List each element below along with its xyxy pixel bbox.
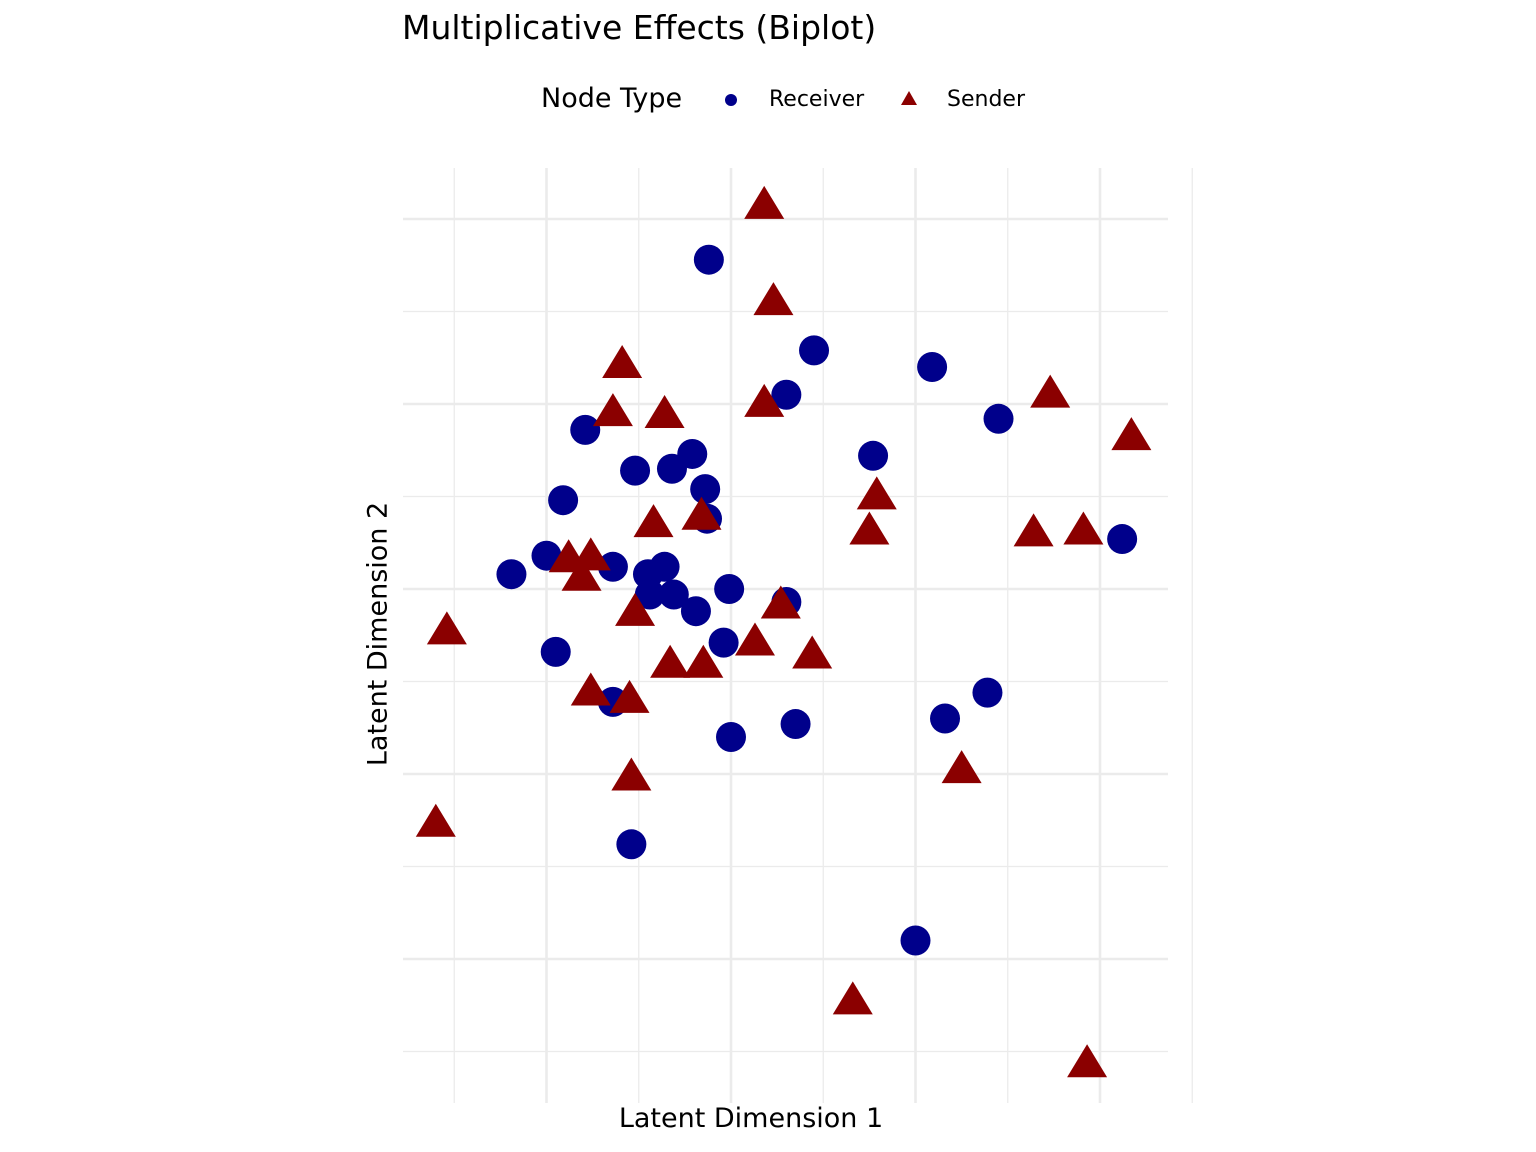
legend-keys xyxy=(725,91,917,106)
receiver-point xyxy=(780,709,811,740)
receiver-point xyxy=(680,596,711,627)
sender-point xyxy=(760,585,801,619)
receiver-point xyxy=(634,579,665,610)
sender-point xyxy=(744,185,785,219)
sender-point xyxy=(1067,1044,1108,1078)
sender-point xyxy=(1013,513,1054,547)
receiver-point xyxy=(1107,524,1138,555)
receiver-point xyxy=(620,455,651,486)
x-axis-label-text: Latent Dimension 1 xyxy=(618,1103,884,1134)
sender-point xyxy=(609,679,650,713)
receiver-point xyxy=(930,703,961,734)
grid xyxy=(403,168,1193,1103)
receiver-point xyxy=(570,414,601,445)
receiver-point xyxy=(616,829,647,860)
receiver-point xyxy=(900,925,931,956)
receiver-point xyxy=(708,627,739,658)
legend: Node Type Receiver Sender xyxy=(0,80,1536,120)
sender-point xyxy=(644,394,685,428)
legend-key-receiver-icon xyxy=(725,94,737,106)
receiver-point xyxy=(771,379,802,410)
sender-point xyxy=(611,757,652,791)
sender-point xyxy=(832,981,873,1015)
sender-point xyxy=(681,496,722,530)
sender-point xyxy=(1030,374,1071,408)
legend-label-receiver: Receiver xyxy=(769,87,865,112)
sender-point xyxy=(1111,417,1152,451)
receiver-point xyxy=(531,540,562,571)
legend-title: Node Type xyxy=(541,83,683,114)
sender-point xyxy=(1063,511,1104,545)
receiver-point xyxy=(540,636,571,667)
receiver-point xyxy=(597,551,628,582)
sender-point xyxy=(849,511,890,545)
receiver-point xyxy=(716,722,746,752)
sender-point xyxy=(683,644,724,678)
sender-point xyxy=(570,672,611,706)
sender-point xyxy=(633,504,674,538)
sender-point xyxy=(561,557,602,591)
receiver-point xyxy=(496,559,527,590)
receiver-point xyxy=(983,403,1014,434)
receiver-point xyxy=(714,574,745,604)
receiver-point xyxy=(656,453,687,484)
sender-point xyxy=(744,383,785,417)
sender-point xyxy=(592,393,633,427)
sender-point xyxy=(941,750,982,784)
sender-point xyxy=(602,345,643,378)
x-axis-label: Latent Dimension 1 xyxy=(0,1103,1536,1134)
sender-point xyxy=(650,644,691,678)
sender-point xyxy=(856,476,897,510)
sender-point xyxy=(426,611,467,645)
sender-point xyxy=(734,622,775,656)
legend-label-sender: Sender xyxy=(947,87,1025,112)
receiver-point xyxy=(917,352,948,382)
receiver-point xyxy=(690,474,721,505)
receiver-point xyxy=(658,579,689,610)
sender-point xyxy=(792,635,833,669)
receiver-point xyxy=(858,440,889,471)
sender-point xyxy=(615,592,656,626)
receiver-point xyxy=(548,485,579,516)
receiver-point xyxy=(972,677,1003,708)
receiver-point xyxy=(799,335,830,366)
y-axis-label: Latent Dimension 2 xyxy=(362,501,394,767)
chart-title: Multiplicative Effects (Biplot) xyxy=(402,8,877,47)
data-points xyxy=(415,185,1152,1078)
legend-key-sender-icon xyxy=(901,91,917,105)
sender-point xyxy=(753,282,794,316)
receiver-point xyxy=(693,244,724,275)
sender-point xyxy=(415,803,456,837)
